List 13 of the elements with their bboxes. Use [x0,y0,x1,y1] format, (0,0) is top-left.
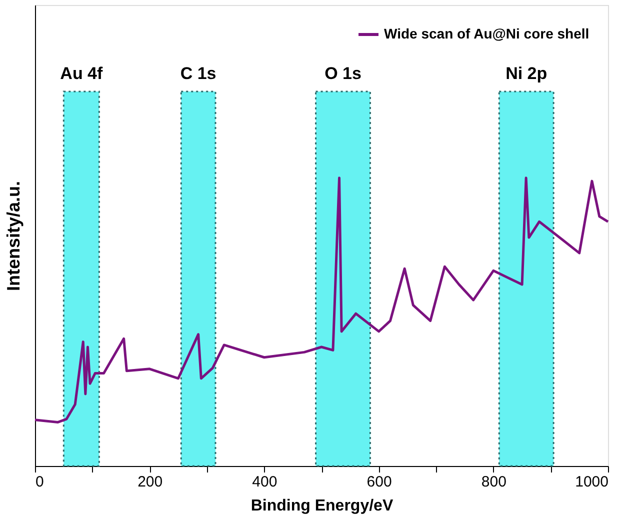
x-tick-label: 0 [36,474,44,490]
x-tick-label: 600 [366,474,392,490]
x-tick-label: 400 [252,474,278,490]
band-label: Au 4f [60,64,103,83]
band-label: Ni 2p [506,64,548,83]
x-tick-label: 200 [138,474,163,490]
x-axis-title: Binding Energy/eV [250,498,394,514]
x-tick-label: 800 [481,474,506,490]
y-axis-title: Intensity/a.u. [4,180,24,292]
band-label: C 1s [180,64,216,83]
band-label: O 1s [324,64,362,83]
legend-label: Wide scan of Au@Ni core shell [384,26,590,42]
x-tick-label: 1000 [575,474,608,490]
